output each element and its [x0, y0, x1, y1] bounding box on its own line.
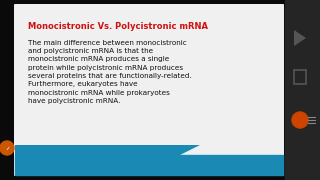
Text: The main difference between monocistronic
and polycistronic mRNA is that the
mon: The main difference between monocistroni… — [28, 40, 192, 104]
Text: Monocistronic Vs. Polycistronic mRNA: Monocistronic Vs. Polycistronic mRNA — [28, 22, 208, 31]
Polygon shape — [15, 145, 200, 175]
Circle shape — [0, 141, 14, 155]
Bar — [294, 70, 306, 84]
Text: ✓: ✓ — [5, 147, 9, 152]
Polygon shape — [294, 30, 306, 46]
Bar — [0, 0, 14, 180]
Bar — [285, 0, 320, 180]
Circle shape — [292, 112, 308, 128]
Bar — [15, 155, 283, 175]
FancyBboxPatch shape — [14, 4, 284, 176]
